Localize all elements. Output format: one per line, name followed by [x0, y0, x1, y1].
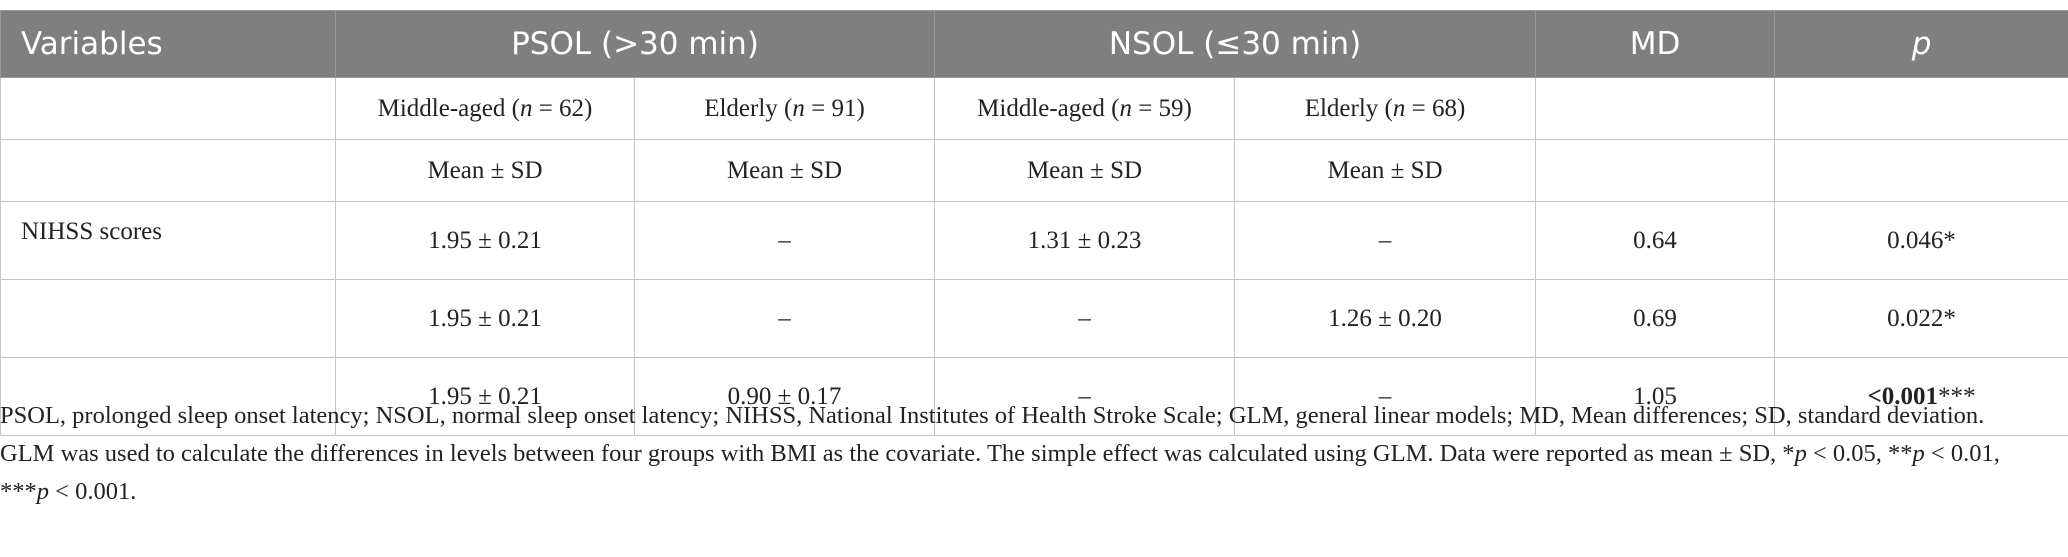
- data-row: NIHSS scores 1.95 ± 0.21–1.31 ± 0.23–0.64…: [0, 201, 2068, 280]
- data-row: 1.95 ± 0.21 0.90 ± 0.17– –1.05 <0.001***: [0, 357, 2068, 436]
- text-run: = 91): [804, 94, 865, 122]
- row-label: NIHSS scores: [0, 201, 336, 280]
- subheader-cell: Elderly (n = 91): [633, 77, 936, 140]
- text-run: Elderly (: [704, 94, 793, 122]
- data-cell: 1.95 ± 0.21: [335, 357, 635, 436]
- row-label: [0, 279, 336, 358]
- subheader-cell: Mean ± SD: [934, 139, 1236, 202]
- empty-cell: [1774, 139, 2068, 202]
- empty-cell: [0, 77, 336, 140]
- footnote: GLM was used to calculate the difference…: [0, 435, 2050, 511]
- data-cell: –: [1234, 201, 1537, 280]
- text-run: < 0.01, ***: [0, 440, 2000, 505]
- data-cell: –: [1234, 357, 1537, 436]
- footnotes: PSOL, prolonged sleep onset latency; NSO…: [0, 397, 2050, 511]
- data-cell: –: [934, 279, 1236, 358]
- data-cell: –: [633, 201, 936, 280]
- data-cell: 0.64: [1535, 201, 1776, 280]
- empty-cell: [1535, 139, 1776, 202]
- header-cell: PSOL (>30 min): [334, 10, 936, 78]
- data-cell: –: [934, 357, 1236, 436]
- data-row: 1.95 ± 0.21– –1.26 ± 0.20 0.69 0.022*: [0, 279, 2068, 358]
- text-run: Middle-aged (: [977, 94, 1120, 122]
- subheader-row: Middle-aged (n = 62) Elderly (n = 91) Midd…: [0, 77, 2068, 140]
- italic-run: n: [1119, 94, 1132, 122]
- bold-run: <0.001: [1867, 382, 1939, 410]
- subheader-cell: Middle-aged (n = 62): [335, 77, 635, 140]
- data-table: Variables PSOL (>30 min) NSOL (≤30 min) MD p…: [0, 10, 2068, 436]
- data-cell: 1.31 ± 0.23: [934, 201, 1236, 280]
- subheader-cell: Mean ± SD: [335, 139, 635, 202]
- data-cell: 0.90 ± 0.17: [633, 357, 936, 436]
- text-run: = 59): [1131, 94, 1192, 122]
- empty-cell: [0, 139, 336, 202]
- text-run: GLM was used to calculate the difference…: [0, 440, 1795, 467]
- italic-run: n: [792, 94, 805, 122]
- italic-run: p: [36, 478, 49, 505]
- data-cell: 1.95 ± 0.21: [335, 279, 635, 358]
- data-cell: –: [633, 279, 936, 358]
- italic-run: n: [1392, 94, 1406, 122]
- text-run: < 0.05, **: [1806, 440, 1913, 467]
- text-run: Elderly (: [1304, 94, 1393, 122]
- text-run: ***: [1938, 382, 1976, 410]
- text-run: = 68): [1405, 94, 1466, 122]
- data-cell: 0.69: [1535, 279, 1776, 358]
- subheader-cell: Mean ± SD: [1234, 139, 1537, 202]
- text-run: = 62): [532, 94, 593, 122]
- empty-cell: [1774, 77, 2068, 140]
- italic-run: n: [519, 94, 533, 122]
- data-cell: 1.95 ± 0.21: [335, 201, 635, 280]
- data-cell: 1.26 ± 0.20: [1234, 279, 1537, 358]
- empty-cell: [1535, 77, 1776, 140]
- data-cell: 0.046*: [1774, 201, 2068, 280]
- header-cell: MD: [1535, 10, 1776, 78]
- subheader-cell: Middle-aged (n = 59): [934, 77, 1236, 140]
- italic-run: p: [1912, 440, 1925, 467]
- data-cell: 0.022*: [1774, 279, 2068, 358]
- subheader-cell: Mean ± SD: [633, 139, 936, 202]
- header-row: Variables PSOL (>30 min) NSOL (≤30 min) MD p: [0, 10, 2068, 78]
- text-run: Middle-aged (: [377, 94, 520, 122]
- stat-row: Mean ± SD Mean ± SD Mean ± SD Mean ± SD: [0, 139, 2068, 202]
- row-label: [0, 357, 336, 436]
- footnote: PSOL, prolonged sleep onset latency; NSO…: [0, 402, 1985, 429]
- header-cell: Variables: [0, 10, 336, 78]
- text-run: < 0.001.: [49, 478, 137, 505]
- header-cell: NSOL (≤30 min): [934, 10, 1537, 78]
- italic-run: p: [1794, 440, 1807, 467]
- subheader-cell: Elderly (n = 68): [1234, 77, 1537, 140]
- data-cell: 1.05: [1535, 357, 1776, 436]
- header-cell: p: [1774, 10, 2068, 78]
